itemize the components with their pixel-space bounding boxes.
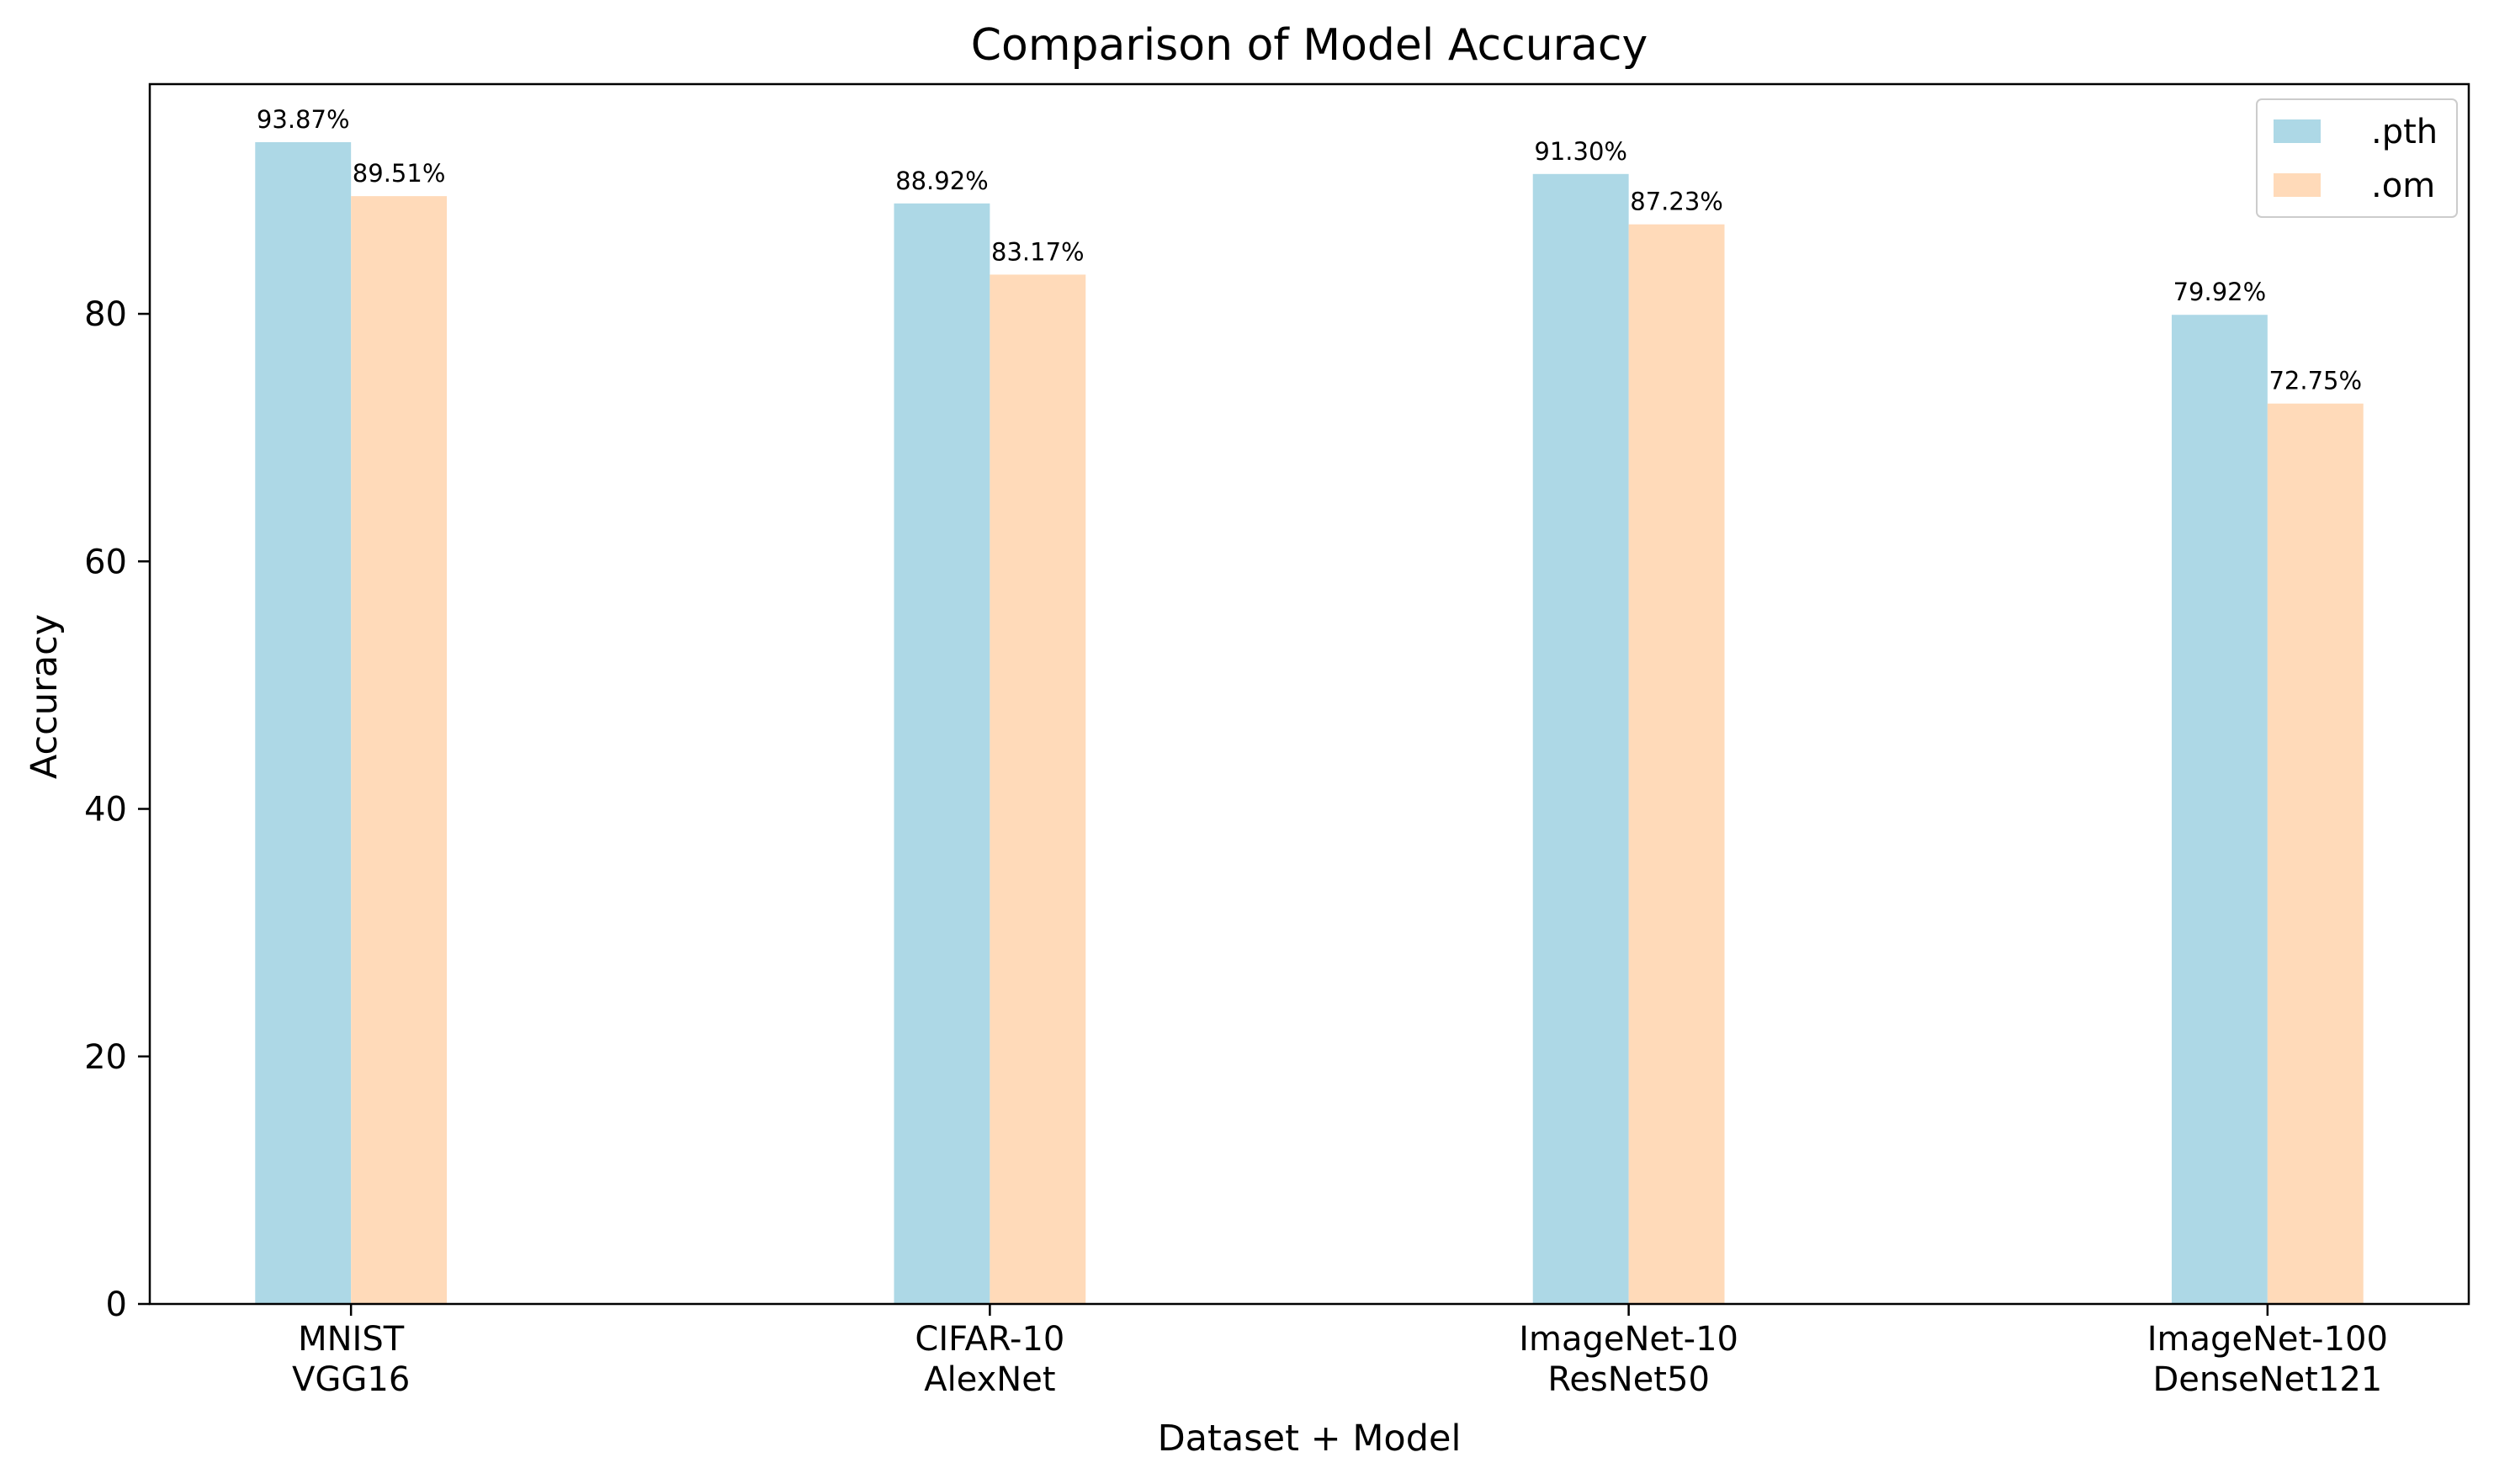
x-tick-label: MNIST — [298, 1320, 405, 1359]
y-tick-label: 60 — [84, 543, 127, 581]
chart-title: Comparison of Model Accuracy — [971, 20, 1648, 71]
x-tick-label: AlexNet — [924, 1360, 1055, 1399]
legend-swatch — [2274, 173, 2321, 197]
bar — [2171, 315, 2268, 1304]
bar-value-label: 83.17% — [991, 237, 1085, 266]
bar — [1532, 173, 1629, 1305]
x-tick-label: CIFAR-10 — [915, 1320, 1064, 1359]
bar — [1628, 224, 1725, 1304]
bar — [351, 196, 448, 1305]
bar — [255, 141, 352, 1305]
bar-value-label: 88.92% — [895, 167, 989, 195]
axes-frame — [148, 82, 2470, 1306]
bar — [990, 274, 1086, 1304]
x-tick-label: DenseNet121 — [2152, 1360, 2382, 1399]
x-tick-label: VGG16 — [292, 1360, 410, 1399]
bar — [2267, 403, 2364, 1304]
legend-swatch — [2274, 119, 2321, 143]
legend: .pth .om — [2256, 98, 2458, 218]
y-tick-label: 80 — [84, 295, 127, 334]
x-tick-label: ImageNet-10 — [1519, 1320, 1738, 1359]
bar-value-label: 79.92% — [2173, 278, 2267, 306]
y-tick-label: 20 — [84, 1038, 127, 1077]
x-axis-label: Dataset + Model — [1158, 1418, 1462, 1460]
x-tick-label: ResNet50 — [1547, 1360, 1710, 1399]
bar-value-label: 91.30% — [1534, 137, 1627, 166]
y-tick-label: 0 — [106, 1285, 127, 1324]
bar-value-label: 93.87% — [257, 105, 350, 134]
legend-label: .pth — [2371, 113, 2438, 151]
bar-value-label: 72.75% — [2268, 367, 2362, 395]
x-tick-label: ImageNet-100 — [2147, 1320, 2388, 1359]
bar-value-label: 87.23% — [1630, 188, 1723, 216]
y-tick-label: 40 — [84, 791, 127, 829]
legend-label: .om — [2371, 167, 2435, 205]
plot-area: 93.87% 88.92% 91.30% 79.92% 89.51% 83.17% 87.2… — [84, 82, 2470, 1399]
bar — [894, 203, 990, 1304]
bar-value-label: 89.51% — [353, 159, 446, 188]
y-axis-label: Accuracy — [24, 614, 66, 779]
